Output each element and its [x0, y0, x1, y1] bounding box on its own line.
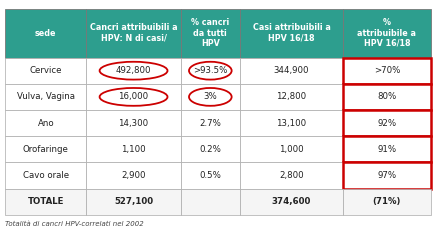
Text: 2,900: 2,900: [121, 171, 146, 180]
Bar: [181, 189, 240, 215]
Text: 91%: 91%: [377, 145, 396, 154]
Bar: [181, 136, 240, 162]
Text: 97%: 97%: [377, 171, 396, 180]
Bar: [5, 9, 86, 58]
Text: Cavo orale: Cavo orale: [23, 171, 69, 180]
Text: 12,800: 12,800: [276, 92, 307, 101]
Bar: [240, 58, 343, 84]
Bar: [343, 58, 431, 84]
Text: 1,000: 1,000: [279, 145, 304, 154]
Text: 14,300: 14,300: [119, 119, 149, 128]
Text: TOTALE: TOTALE: [27, 197, 64, 206]
Bar: [240, 162, 343, 189]
Bar: [5, 84, 86, 110]
Text: 527,100: 527,100: [114, 197, 153, 206]
Bar: [181, 84, 240, 110]
Text: 0.5%: 0.5%: [199, 171, 221, 180]
Text: sede: sede: [35, 29, 57, 37]
Text: 492,800: 492,800: [116, 66, 151, 75]
Bar: [343, 162, 431, 189]
Bar: [343, 189, 431, 215]
Text: Cervice: Cervice: [30, 66, 62, 75]
Bar: [240, 9, 343, 58]
Text: Vulva, Vagina: Vulva, Vagina: [17, 92, 75, 101]
Bar: [343, 84, 431, 110]
Bar: [240, 110, 343, 136]
Text: % cancri
da tutti
HPV: % cancri da tutti HPV: [191, 18, 229, 48]
Text: >70%: >70%: [374, 66, 400, 75]
Bar: [86, 162, 181, 189]
Bar: [343, 110, 431, 136]
Bar: [343, 110, 431, 136]
Bar: [240, 136, 343, 162]
Text: 92%: 92%: [377, 119, 396, 128]
Text: 13,100: 13,100: [276, 119, 307, 128]
Bar: [86, 9, 181, 58]
Text: 16,000: 16,000: [119, 92, 149, 101]
Bar: [343, 9, 431, 58]
Text: Ano: Ano: [37, 119, 54, 128]
Bar: [343, 58, 431, 84]
Text: Orofaringe: Orofaringe: [23, 145, 69, 154]
Text: 374,600: 374,600: [272, 197, 311, 206]
Bar: [181, 58, 240, 84]
Text: 3%: 3%: [204, 92, 217, 101]
Bar: [5, 58, 86, 84]
Text: 0.2%: 0.2%: [199, 145, 221, 154]
Bar: [181, 9, 240, 58]
Text: %
attribuibile a
HPV 16/18: % attribuibile a HPV 16/18: [358, 18, 416, 48]
Bar: [5, 189, 86, 215]
Text: 2,800: 2,800: [279, 171, 304, 180]
Text: (71%): (71%): [373, 197, 401, 206]
Text: Cancri attribuibili a
HPV: N di casi/: Cancri attribuibili a HPV: N di casi/: [90, 23, 177, 43]
Bar: [181, 110, 240, 136]
Text: 1,100: 1,100: [121, 145, 146, 154]
Bar: [86, 58, 181, 84]
Bar: [5, 162, 86, 189]
Bar: [5, 110, 86, 136]
Bar: [240, 84, 343, 110]
Text: >93.5%: >93.5%: [193, 66, 228, 75]
Bar: [86, 189, 181, 215]
Bar: [86, 84, 181, 110]
Text: 80%: 80%: [377, 92, 396, 101]
Bar: [86, 110, 181, 136]
Bar: [181, 162, 240, 189]
Bar: [343, 162, 431, 189]
Bar: [343, 136, 431, 162]
Bar: [5, 136, 86, 162]
Bar: [343, 136, 431, 162]
Text: 344,900: 344,900: [274, 66, 309, 75]
Bar: [86, 136, 181, 162]
Text: 2.7%: 2.7%: [199, 119, 221, 128]
Bar: [343, 84, 431, 110]
Text: Totalità di cancri HPV-correlati nel 2002: Totalità di cancri HPV-correlati nel 200…: [5, 221, 144, 227]
Text: Casi attribuibili a
HPV 16/18: Casi attribuibili a HPV 16/18: [252, 23, 330, 43]
Bar: [240, 189, 343, 215]
